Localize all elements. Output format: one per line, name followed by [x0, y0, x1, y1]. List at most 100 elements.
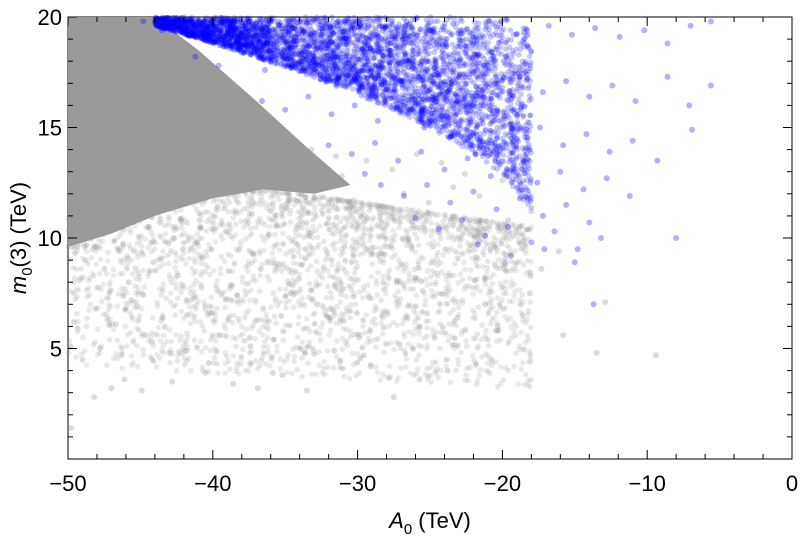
texture-point-gray [436, 300, 443, 307]
texture-point-gray [95, 284, 101, 290]
texture-point-gray [212, 239, 219, 245]
texture-point-gray [444, 288, 451, 295]
texture-point-gray [242, 292, 249, 299]
texture-point-gray [483, 336, 490, 342]
texture-point-gray [286, 234, 292, 241]
texture-point-gray [392, 251, 398, 258]
texture-point-gray [477, 220, 483, 227]
texture-point-gray [496, 265, 503, 272]
texture-point-gray [274, 302, 281, 309]
texture-point-gray [513, 229, 520, 236]
texture-point-gray [88, 254, 95, 261]
texture-point-gray [351, 293, 358, 300]
texture-point-blue [451, 15, 458, 22]
texture-point-gray [214, 332, 221, 338]
texture-point-gray [320, 194, 326, 201]
texture-point-gray [272, 242, 278, 248]
texture-point-gray [198, 272, 204, 279]
texture-point-gray [190, 315, 197, 321]
texture-point-gray [255, 317, 261, 324]
texture-point-gray [458, 349, 464, 356]
texture-point-gray [413, 371, 419, 377]
texture-point-gray [173, 258, 179, 265]
texture-point-gray [250, 199, 257, 205]
texture-point-blue [468, 63, 474, 69]
texture-point-gray [131, 190, 138, 197]
texture-point-gray [495, 223, 501, 230]
texture-point-gray [409, 344, 416, 351]
texture-point-gray [454, 249, 461, 256]
texture-point-gray [151, 198, 157, 204]
texture-point-gray [366, 232, 373, 239]
texture-point-gray [386, 323, 393, 329]
texture-point-gray [210, 360, 217, 366]
texture-point-gray [354, 359, 361, 366]
texture-point-gray [312, 351, 318, 357]
texture-point-gray [86, 203, 93, 209]
texture-point-gray [502, 314, 509, 320]
texture-point-gray [354, 350, 361, 357]
texture-point-gray [285, 190, 292, 196]
texture-point-gray [272, 223, 279, 230]
texture-point-gray [253, 316, 260, 323]
texture-point-gray [493, 309, 500, 316]
texture-point-gray [98, 170, 104, 176]
texture-point-gray [216, 182, 222, 188]
texture-point-gray [407, 303, 414, 309]
texture-point-gray [104, 362, 110, 369]
texture-point-gray [360, 240, 367, 247]
texture-point-gray [245, 259, 252, 265]
texture-point-gray [503, 234, 510, 240]
texture-point-gray [473, 261, 480, 268]
texture-point-gray [424, 325, 430, 331]
texture-point-gray [222, 297, 229, 303]
texture-point-gray [191, 201, 197, 208]
texture-point-gray [329, 230, 335, 237]
texture-point-gray [290, 247, 297, 253]
texture-point-gray [73, 354, 79, 360]
texture-point-gray [273, 188, 280, 194]
texture-point-gray [86, 163, 92, 169]
texture-point-gray [422, 229, 428, 236]
texture-point-gray [299, 192, 305, 198]
texture-point-gray [235, 315, 242, 321]
texture-point-gray [512, 332, 519, 339]
texture-point-gray [196, 188, 203, 194]
texture-point-gray [295, 321, 302, 327]
texture-point-gray [111, 326, 117, 333]
texture-point-gray [310, 345, 316, 352]
texture-point-gray [522, 247, 528, 253]
texture-point-gray [186, 175, 193, 182]
texture-point-gray [73, 190, 80, 197]
texture-point-gray [377, 202, 384, 209]
texture-point-gray [348, 245, 355, 251]
texture-point-gray [384, 217, 391, 223]
texture-point-gray [422, 224, 428, 230]
texture-point-gray [114, 337, 121, 344]
texture-point-gray [472, 234, 478, 241]
texture-point-gray [132, 223, 138, 230]
texture-point-gray [494, 383, 501, 390]
texture-point-gray [415, 323, 422, 330]
texture-point-gray [149, 233, 156, 239]
texture-point-gray [382, 324, 388, 331]
texture-point-gray [357, 212, 364, 219]
texture-point-gray [134, 240, 140, 247]
texture-point-gray [158, 192, 164, 198]
texture-point-gray [347, 199, 354, 205]
texture-point-gray [299, 373, 305, 380]
texture-point-gray [141, 284, 148, 290]
texture-point-gray [498, 241, 504, 247]
texture-point-gray [85, 260, 91, 267]
texture-point-gray [506, 338, 512, 344]
texture-point-gray [221, 258, 228, 264]
texture-point-gray [508, 278, 515, 285]
texture-point-gray [334, 338, 340, 344]
texture-point-gray [513, 323, 519, 330]
texture-point-gray [420, 255, 426, 262]
texture-point-gray [223, 333, 230, 340]
texture-point-gray [237, 243, 244, 249]
texture-point-gray [107, 303, 114, 310]
texture-point-gray [525, 377, 531, 384]
texture-point-gray [181, 174, 187, 181]
